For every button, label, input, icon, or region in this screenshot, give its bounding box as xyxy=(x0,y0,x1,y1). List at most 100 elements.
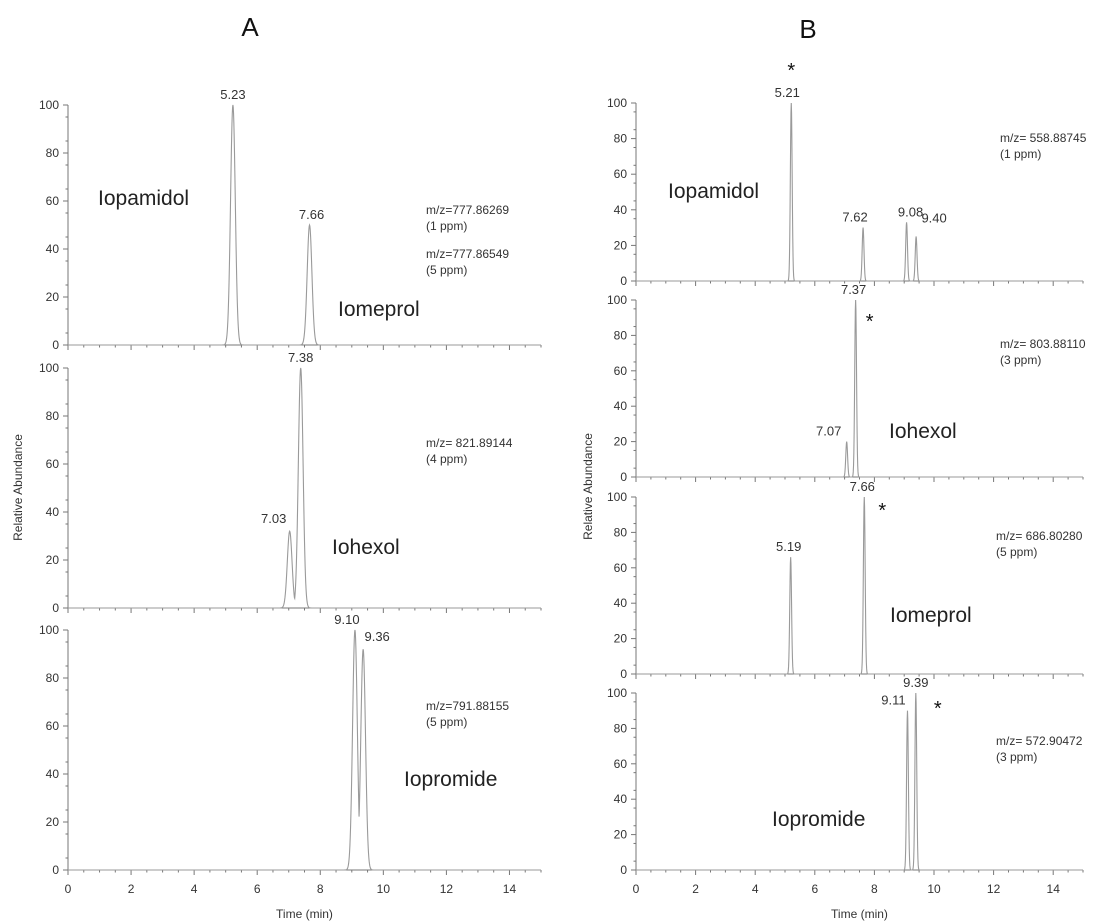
y-tick-label: 40 xyxy=(46,767,60,781)
mz-annotation: m/z= 686.80280 xyxy=(996,529,1083,543)
y-tick-label: 60 xyxy=(614,364,628,378)
y-tick-label: 100 xyxy=(39,98,59,112)
peak-rt-label: 7.66 xyxy=(850,479,875,494)
x-tick-label: 12 xyxy=(440,882,454,896)
mz-annotation: m/z= 803.88110 xyxy=(1000,337,1086,351)
compound-label: Iomeprol xyxy=(338,298,420,321)
mz-annotation: (1 ppm) xyxy=(1000,147,1041,161)
x-tick-label: 14 xyxy=(503,882,517,896)
y-tick-label: 60 xyxy=(46,719,60,733)
peak-rt-label: 5.23 xyxy=(220,87,245,102)
peak-rt-label: 5.21 xyxy=(775,85,800,100)
y-tick-label: 20 xyxy=(614,435,628,449)
mz-annotation: (5 ppm) xyxy=(996,545,1037,559)
y-tick-label: 100 xyxy=(39,623,59,637)
x-tick-label: 0 xyxy=(633,882,640,896)
x-axis-title: Time (min) xyxy=(276,907,333,921)
x-tick-label: 2 xyxy=(128,882,135,896)
mz-annotation: (1 ppm) xyxy=(426,219,467,233)
y-tick-label: 0 xyxy=(620,863,627,877)
x-tick-label: 10 xyxy=(377,882,391,896)
peak-marker-star: * xyxy=(878,500,886,522)
y-tick-label: 40 xyxy=(614,203,628,217)
y-tick-label: 80 xyxy=(46,146,60,160)
chromatogram-trace xyxy=(636,299,1083,478)
y-tick-label: 0 xyxy=(52,863,59,877)
y-tick-label: 20 xyxy=(46,553,60,567)
chromatogram-trace xyxy=(636,496,1083,675)
panel-letter: A xyxy=(241,12,259,42)
y-tick-label: 60 xyxy=(614,757,628,771)
mz-annotation: (3 ppm) xyxy=(996,750,1037,764)
compound-label: Iopromide xyxy=(772,808,865,831)
chromatogram-trace xyxy=(636,102,1083,282)
track-iohexol: 0 20 40 60 80 100 7.07 7.37* Iohexol m/z= 803.881… xyxy=(607,282,1086,484)
peak-rt-label: 7.03 xyxy=(261,511,286,526)
mz-annotation: m/z= 821.89144 xyxy=(426,436,513,450)
peak-rt-label: 7.38 xyxy=(288,350,313,365)
y-tick-label: 60 xyxy=(46,194,60,208)
y-tick-label: 60 xyxy=(46,457,60,471)
peak-rt-label: 9.08 xyxy=(898,204,923,219)
y-tick-label: 20 xyxy=(614,828,628,842)
compound-label: Iomeprol xyxy=(890,604,972,627)
chromatogram-trace xyxy=(636,692,1083,871)
y-tick-label: 80 xyxy=(614,132,628,146)
compound-label: Iohexol xyxy=(332,536,400,559)
mz-annotation: m/z= 572.90472 xyxy=(996,734,1083,748)
peak-rt-label: 5.19 xyxy=(776,539,801,554)
x-tick-label: 2 xyxy=(692,882,699,896)
track-iopromide: 0 20 40 60 80 100 9.11 9.39 * Iopromide m/z= 572.9… xyxy=(607,675,1084,877)
chromatogram-trace xyxy=(68,367,541,609)
x-tick-label: 0 xyxy=(65,882,72,896)
x-tick-label: 10 xyxy=(927,882,941,896)
x-tick-label: 6 xyxy=(254,882,261,896)
y-tick-label: 100 xyxy=(607,293,627,307)
y-tick-label: 100 xyxy=(39,361,59,375)
mz-annotation: m/z=777.86269 xyxy=(426,203,509,217)
y-axis-title: Relative Abundance xyxy=(581,433,595,540)
peak-rt-label: 7.62 xyxy=(842,210,867,225)
compound-label: Iopamidol xyxy=(668,180,759,203)
x-tick-label: 4 xyxy=(752,882,759,896)
x-tick-label: 4 xyxy=(191,882,198,896)
peak-marker-star: * xyxy=(934,698,942,720)
y-tick-label: 40 xyxy=(614,792,628,806)
y-tick-label: 60 xyxy=(614,167,628,181)
peak-marker-star: * xyxy=(787,60,795,82)
mz-annotation: (5 ppm) xyxy=(426,715,467,729)
compound-label: Iopromide xyxy=(404,768,497,791)
y-tick-label: 20 xyxy=(614,238,628,252)
x-tick-label: 12 xyxy=(987,882,1001,896)
y-tick-label: 80 xyxy=(46,671,60,685)
peak-rt-label: 7.37 xyxy=(841,282,866,297)
y-tick-label: 60 xyxy=(614,561,628,575)
mz-annotation: (5 ppm) xyxy=(426,263,467,277)
peak-rt-label: 9.36 xyxy=(364,629,389,644)
y-tick-label: 100 xyxy=(607,686,627,700)
track-iomeprol: 0 20 40 60 80 100 5.19 7.66* Iomeprol m/z= 686.80… xyxy=(607,479,1084,681)
peak-marker-star: * xyxy=(866,311,874,333)
y-tick-label: 40 xyxy=(46,505,60,519)
chromatogram-trace xyxy=(68,104,541,346)
peak-rt-label: 9.39 xyxy=(903,675,928,690)
compound-label: Iopamidol xyxy=(98,187,189,210)
y-tick-label: 80 xyxy=(614,328,628,342)
y-tick-label: 80 xyxy=(614,525,628,539)
y-tick-label: 20 xyxy=(46,290,60,304)
y-tick-label: 80 xyxy=(614,721,628,735)
y-tick-label: 0 xyxy=(620,470,627,484)
mz-annotation: (3 ppm) xyxy=(1000,353,1041,367)
x-axis-title: Time (min) xyxy=(831,907,888,921)
track-iopamidol: 0 20 40 60 80 100 5.21 * 7.62 9.089.40 Iopamidol m/… xyxy=(607,60,1087,288)
track-iopamidol: 0 20 40 60 80 100 5.23 7.66 Iopamidol Iomeprol m/z… xyxy=(39,87,542,352)
mz-annotation: m/z=791.88155 xyxy=(426,699,509,713)
compound-label: Iohexol xyxy=(889,420,957,443)
panel-letter: B xyxy=(799,14,816,44)
y-tick-label: 40 xyxy=(46,242,60,256)
x-tick-label: 8 xyxy=(871,882,878,896)
y-tick-label: 100 xyxy=(607,96,627,110)
